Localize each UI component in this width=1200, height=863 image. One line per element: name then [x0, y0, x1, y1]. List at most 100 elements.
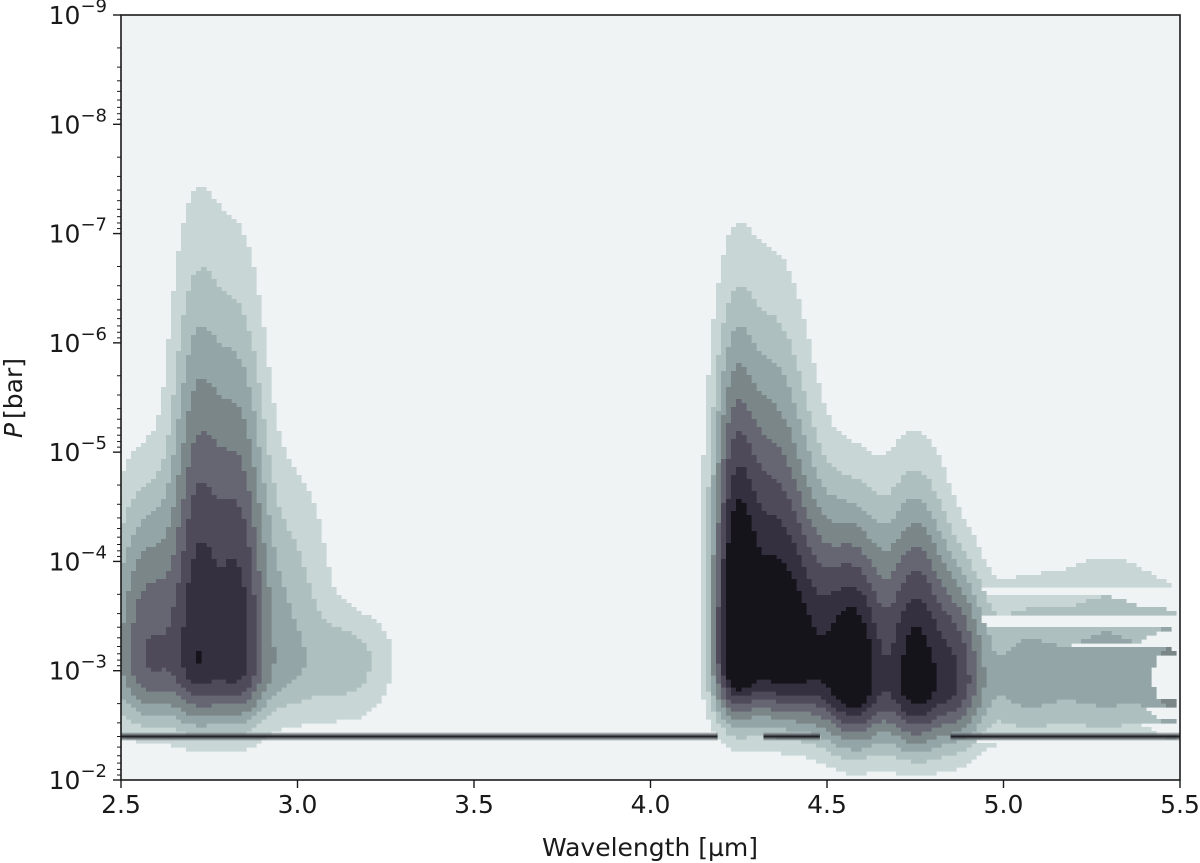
contour-cell	[121, 475, 157, 480]
x-axis: 2.5 3.0 3.5 4.0 4.5 5.0 5.5	[101, 780, 1200, 819]
contour-cell	[171, 459, 182, 464]
contour-cell	[176, 491, 187, 496]
contour-cell	[726, 531, 732, 536]
contour-cell	[986, 683, 1152, 688]
contour-cell	[956, 623, 967, 628]
contour-cell	[726, 551, 762, 556]
contour-cell	[181, 383, 197, 388]
contour-cell	[781, 367, 797, 372]
contour-cell	[966, 651, 977, 656]
contour-cell	[246, 615, 257, 620]
contour-cell	[236, 299, 262, 304]
contour-cell	[871, 687, 902, 692]
contour-cell	[721, 391, 727, 396]
contour-cell	[286, 519, 322, 524]
contour-cell	[726, 603, 807, 608]
contour-cell	[941, 499, 957, 504]
contour-cell	[751, 691, 777, 696]
contour-cell	[271, 607, 292, 612]
contour-cell	[701, 683, 707, 688]
contour-cell	[126, 559, 137, 564]
contour-cell	[946, 611, 962, 616]
contour-cell	[156, 415, 172, 420]
contour-cell	[706, 451, 712, 456]
contour-cell	[881, 639, 897, 644]
contour-cell	[711, 355, 717, 360]
contour-cell	[951, 651, 967, 656]
contour-cell	[156, 543, 177, 548]
contour-cell	[816, 759, 912, 764]
contour-cell	[201, 655, 247, 660]
contour-cell	[736, 403, 747, 408]
contour-cell	[131, 635, 152, 640]
contour-cell	[131, 543, 157, 548]
contour-cell	[971, 679, 977, 684]
contour-cell	[781, 411, 797, 416]
contour-cell	[716, 527, 722, 532]
contour-cell	[926, 739, 957, 744]
contour-cell	[806, 575, 867, 580]
contour-cell	[721, 699, 727, 704]
contour-cell	[181, 499, 192, 504]
contour-cell	[716, 591, 722, 596]
contour-cell	[1166, 647, 1172, 652]
contour-cell	[206, 431, 247, 436]
contour-cell	[716, 675, 722, 680]
contour-cell	[306, 655, 372, 660]
contour-cell	[131, 663, 147, 668]
contour-cell	[1016, 723, 1047, 728]
contour-cell	[721, 487, 727, 492]
contour-cell	[971, 715, 982, 720]
contour-cell	[291, 611, 322, 616]
contour-cell	[986, 707, 1147, 712]
contour-cell	[266, 543, 272, 548]
contour-cell	[896, 723, 942, 728]
contour-cell	[301, 671, 367, 676]
contour-cell	[1101, 631, 1112, 636]
contour-cell	[756, 495, 787, 500]
contour-cell	[731, 531, 757, 536]
contour-cell	[736, 471, 747, 476]
contour-cell	[266, 579, 282, 584]
contour-cell	[181, 511, 192, 516]
contour-cell	[701, 607, 707, 612]
contour-cell	[851, 543, 877, 548]
contour-cell	[956, 563, 972, 568]
contour-cell	[706, 419, 712, 424]
contour-cell	[711, 679, 717, 684]
contour-cell	[261, 571, 267, 576]
contour-cell	[866, 727, 902, 732]
contour-level-8	[196, 499, 937, 708]
contour-cell	[921, 631, 942, 636]
contour-cell	[176, 483, 187, 488]
contour-cell	[191, 511, 242, 516]
contour-cell	[271, 523, 287, 528]
contour-cell	[301, 699, 382, 704]
contour-cell	[171, 335, 182, 340]
contour-cell	[706, 411, 712, 416]
contour-cell	[711, 639, 717, 644]
contour-cell	[126, 603, 137, 608]
contour-cell	[821, 695, 837, 700]
contour-cell	[166, 495, 177, 500]
contour-cell	[701, 471, 712, 476]
contour-cell	[956, 559, 972, 564]
contour-cell	[261, 631, 272, 636]
contour-cell	[936, 551, 952, 556]
contour-cell	[261, 695, 272, 700]
contour-cell	[281, 571, 307, 576]
contour-cell	[711, 511, 717, 516]
contour-cell	[731, 679, 757, 684]
contour-cell	[246, 619, 257, 624]
contour-cell	[716, 355, 727, 360]
contour-cell	[136, 607, 172, 612]
contour-cell	[976, 691, 982, 696]
contour-cell	[121, 643, 132, 648]
contour-cell	[291, 603, 317, 608]
contour-cell	[901, 691, 932, 696]
contour-cell	[966, 655, 977, 660]
contour-cell	[711, 455, 717, 460]
contour-cell	[736, 503, 747, 508]
contour-cell	[726, 347, 757, 352]
contour-cell	[251, 683, 257, 688]
